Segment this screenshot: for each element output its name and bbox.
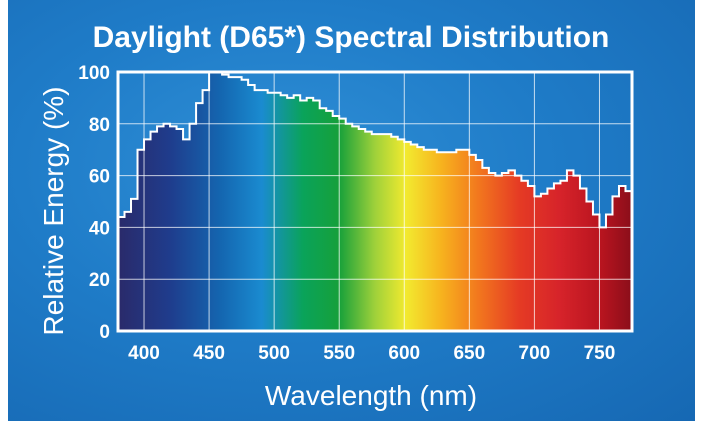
y-tick-label-60: 60 <box>89 167 110 188</box>
x-tick-label-700: 700 <box>519 343 551 364</box>
x-tick-label-450: 450 <box>193 343 225 364</box>
chart-title: Daylight (D65*) Spectral Distribution <box>93 21 610 54</box>
plot-border <box>116 70 634 333</box>
y-tick-label-80: 80 <box>89 115 110 136</box>
y-tick-label-20: 20 <box>89 270 110 291</box>
ticks: 400 450 500 550 600 650 700 750 0 20 40 60 80 100 <box>78 63 615 364</box>
x-tick-label-400: 400 <box>128 343 160 364</box>
x-tick-label-750: 750 <box>584 343 616 364</box>
chart-svg: Daylight (D65*) Spectral Distribution Re… <box>38 21 634 411</box>
x-tick-label-600: 600 <box>388 343 420 364</box>
curve <box>118 72 632 229</box>
spectrum-curve <box>118 72 632 229</box>
x-tick-label-550: 550 <box>323 343 355 364</box>
spectrum-fill <box>118 72 632 331</box>
chart-frame: Daylight (D65*) Spectral Distribution Re… <box>8 0 695 421</box>
y-axis-label: Relative Energy (%) <box>38 87 69 336</box>
y-tick-label-0: 0 <box>99 322 110 343</box>
x-tick-label-650: 650 <box>453 343 485 364</box>
x-axis-label: Wavelength (nm) <box>265 380 477 411</box>
x-tick-label-500: 500 <box>258 343 290 364</box>
y-tick-label-40: 40 <box>89 218 110 239</box>
spectrum-area <box>118 72 632 331</box>
y-tick-label-100: 100 <box>78 63 110 84</box>
